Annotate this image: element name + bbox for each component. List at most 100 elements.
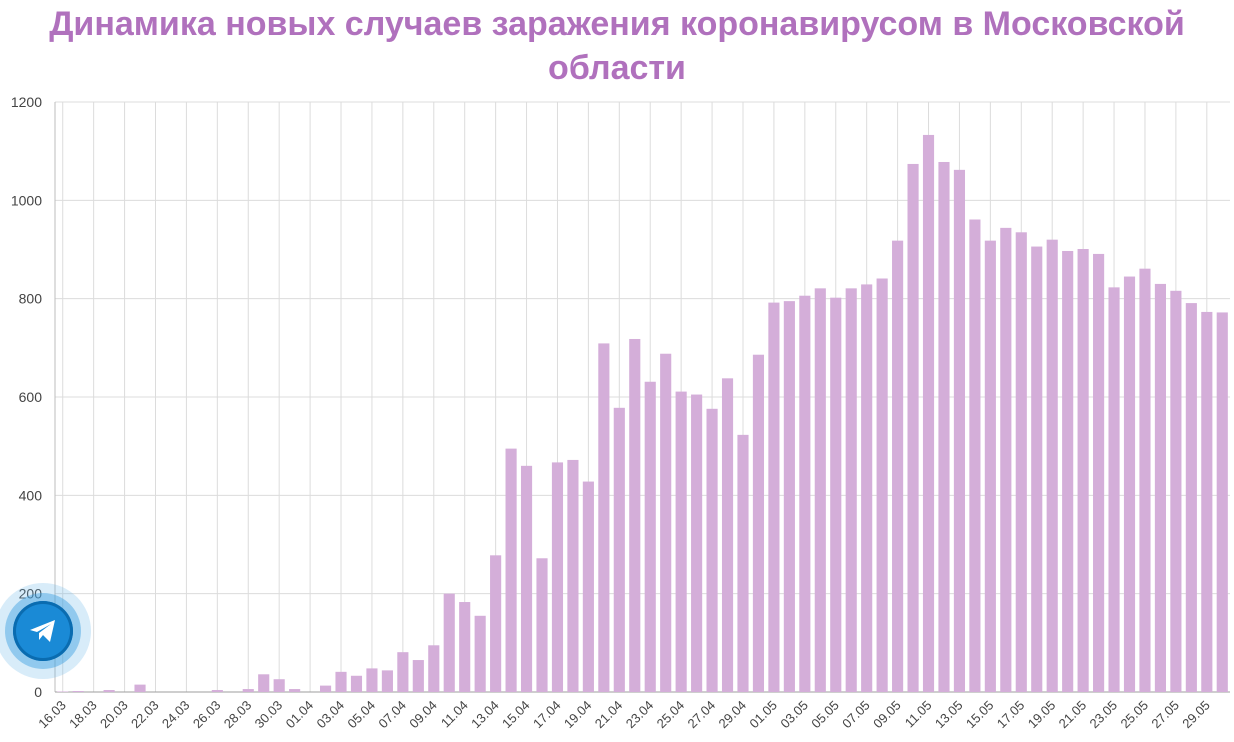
bar-27.05 [1170, 290, 1182, 692]
x-tick-label: 29.05 [1179, 698, 1213, 732]
bar-02.05 [783, 301, 795, 692]
bar-25.04 [675, 391, 687, 692]
bar-09.05 [892, 240, 904, 692]
bar-25.05 [1139, 268, 1151, 692]
bar-05.04 [366, 668, 378, 692]
bar-31.03 [289, 689, 301, 692]
bar-23.04 [644, 381, 656, 692]
bar-08.05 [876, 278, 888, 692]
x-tick-label: 29.04 [715, 698, 749, 732]
bar-05.05 [830, 297, 842, 692]
bar-03.04 [335, 671, 347, 692]
bar-07.04 [397, 652, 409, 692]
bar-14.05 [969, 219, 981, 692]
x-tick-label: 09.05 [870, 698, 904, 732]
bar-12.04 [474, 615, 486, 692]
bar-13.04 [490, 555, 502, 692]
bar-21.03 [134, 684, 146, 692]
bar-06.04 [381, 670, 393, 692]
bar-22.04 [629, 338, 641, 692]
x-tick-label: 19.05 [1025, 698, 1059, 732]
telegram-button-core [13, 601, 73, 661]
y-tick-label: 800 [19, 291, 43, 307]
x-tick-label: 01.04 [283, 698, 317, 732]
y-tick-label: 1000 [11, 192, 42, 208]
bar-24.04 [660, 353, 672, 692]
chart-bars [57, 134, 1228, 693]
y-tick-label: 200 [19, 586, 43, 602]
y-tick-label: 1200 [11, 94, 42, 110]
bar-27.04 [706, 408, 718, 692]
bar-23.05 [1108, 287, 1120, 692]
bar-11.05 [922, 134, 935, 693]
x-tick-label: 05.05 [808, 698, 842, 732]
x-tick-label: 25.05 [1117, 698, 1151, 732]
x-tick-label: 23.04 [623, 698, 657, 732]
x-tick-label: 22.03 [128, 698, 162, 732]
bar-29.04 [737, 434, 749, 692]
x-tick-label: 30.03 [252, 698, 286, 732]
telegram-share-button[interactable] [0, 583, 91, 679]
bar-17.04 [551, 462, 564, 692]
x-tick-label: 26.03 [190, 698, 224, 732]
bar-04.04 [350, 675, 363, 692]
bar-14.04 [505, 448, 517, 692]
bar-08.04 [412, 660, 424, 692]
chart-title: Динамика новых случаев заражения коронав… [49, 5, 1185, 87]
bar-28.04 [721, 378, 734, 692]
bar-28.05 [1185, 303, 1197, 692]
bar-03.05 [799, 295, 811, 692]
x-tick-label: 09.04 [406, 698, 440, 732]
x-tick-label: 03.05 [777, 698, 811, 732]
x-tick-label: 21.05 [1056, 698, 1090, 732]
bar-12.05 [938, 161, 950, 692]
x-tick-label: 20.03 [97, 698, 131, 732]
x-tick-label: 21.04 [592, 698, 626, 732]
x-tick-label: 27.05 [1148, 698, 1182, 732]
bar-29.05 [1201, 311, 1213, 692]
x-axis-ticks: 16.0318.0320.0322.0324.0326.0328.0330.03… [35, 698, 1213, 732]
x-tick-label: 25.04 [654, 698, 688, 732]
bar-21.05 [1077, 249, 1089, 692]
x-tick-label: 13.05 [932, 698, 966, 732]
x-tick-label: 16.03 [35, 698, 69, 732]
x-tick-label: 11.05 [902, 698, 935, 731]
x-tick-label: 05.04 [344, 698, 378, 732]
bar-11.04 [459, 602, 471, 692]
bar-30.03 [273, 679, 285, 692]
bar-10.04 [443, 593, 455, 692]
bar-16.05 [1000, 227, 1012, 692]
x-tick-label: 24.03 [159, 698, 193, 732]
bar-02.04 [319, 685, 332, 692]
bar-16.04 [536, 558, 548, 692]
bar-19.03 [103, 690, 115, 692]
bar-13.05 [953, 169, 966, 693]
y-axis-ticks: 0 200 400 600 800 1000 1200 [11, 94, 42, 700]
bar-04.05 [814, 288, 826, 692]
x-tick-label: 07.04 [375, 698, 409, 732]
x-tick-label: 01.05 [746, 698, 780, 732]
x-tick-label: 03.04 [314, 698, 348, 732]
bar-18.04 [567, 459, 579, 692]
bar-21.04 [613, 407, 625, 692]
x-tick-label: 13.04 [468, 698, 502, 732]
bar-17.05 [1015, 232, 1027, 692]
bar-20.05 [1062, 250, 1074, 692]
bar-19.05 [1046, 239, 1058, 692]
y-tick-label: 400 [19, 487, 43, 503]
bar-07.05 [861, 284, 873, 692]
bar-22.05 [1093, 253, 1105, 693]
bar-15.05 [984, 240, 996, 692]
bar-06.05 [845, 288, 857, 692]
telegram-paper-plane-icon [30, 620, 55, 642]
bar-30.05 [1216, 312, 1228, 692]
x-tick-label: 19.04 [561, 698, 595, 732]
bar-18.05 [1031, 246, 1043, 693]
bar-30.04 [752, 354, 765, 692]
bar-17.03 [72, 691, 84, 692]
bar-01.05 [768, 302, 780, 692]
x-tick-label: 07.05 [839, 698, 873, 732]
x-tick-label: 15.05 [963, 698, 997, 732]
bar-09.04 [428, 645, 440, 692]
